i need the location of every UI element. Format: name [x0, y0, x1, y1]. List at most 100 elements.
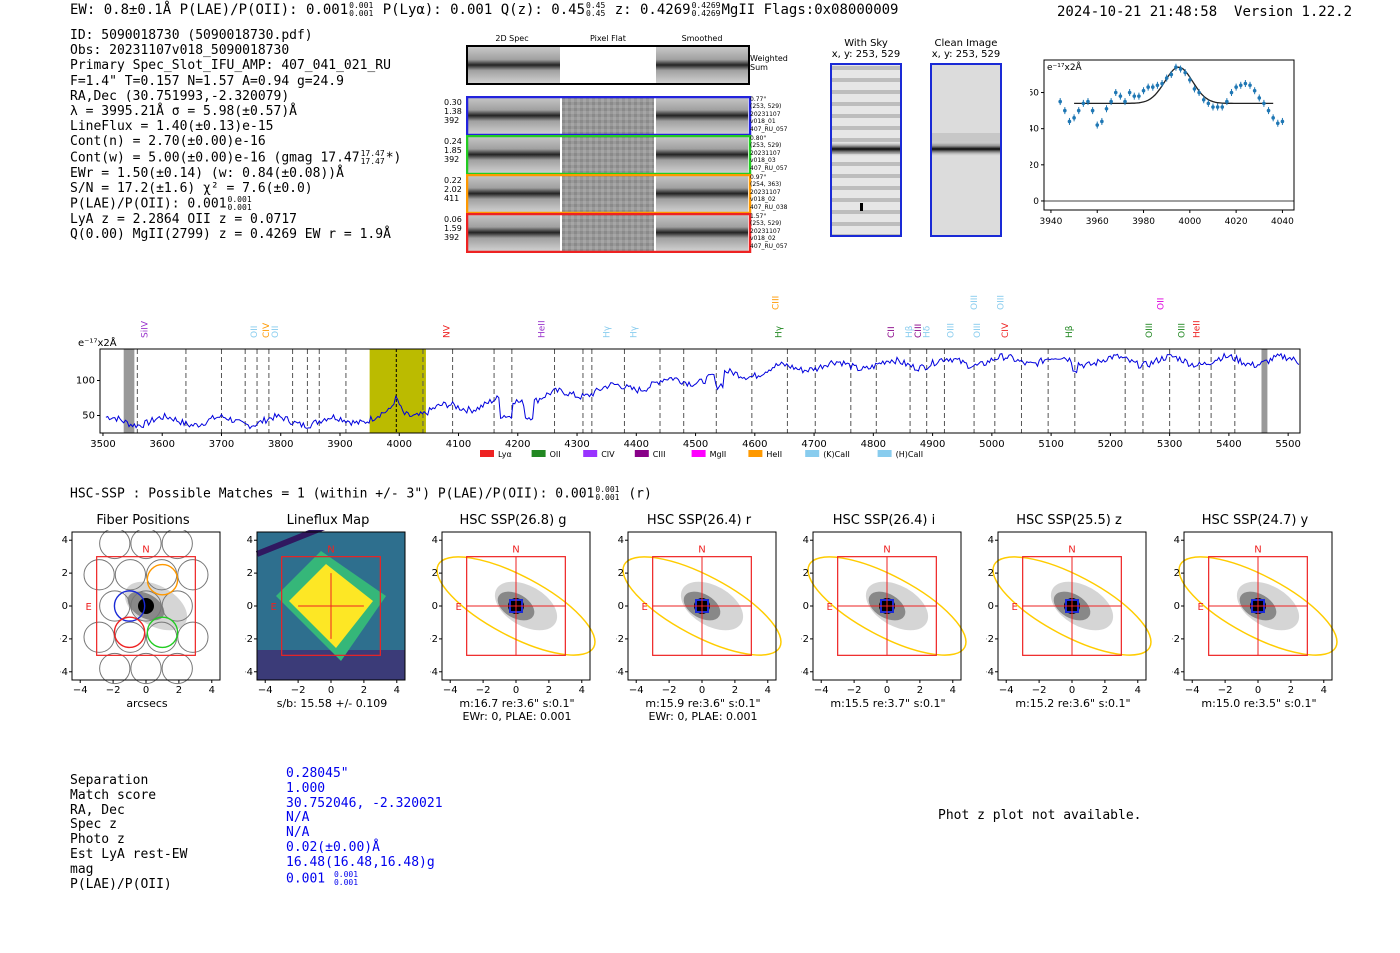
imaging-panel-hsc: N E −4 −4 −2 −2 0 0 2 2 4 4 [1172, 531, 1338, 695]
search-box [1022, 556, 1122, 656]
panel-y-tick-label: 4 [988, 535, 994, 546]
panel-y-tick-label: −4 [801, 667, 809, 678]
fiber-circle [130, 652, 162, 685]
cutout-row-stats: 0.06 1.59 392 [444, 215, 462, 242]
version: Version 1.22.2 [1234, 4, 1353, 20]
zoom-data-point [1095, 123, 1100, 127]
fiber-circle [161, 530, 193, 560]
spectrum-trace [105, 352, 1300, 430]
spectrum-line-label: SiIV [140, 320, 150, 338]
panel-x-tick-label: 2 [1102, 685, 1108, 695]
spectrum-unit-label: e⁻¹⁷x2Å [78, 336, 117, 349]
spectrum-legend-swatch [805, 450, 820, 457]
north-label: N [327, 545, 334, 556]
zoom-x-tick-label: 4000 [1178, 217, 1201, 227]
spectrum-x-tick-label: 5500 [1275, 439, 1300, 450]
spectrum-line-label: CIII [914, 324, 924, 338]
zoom-data-point [1234, 85, 1238, 89]
imaging-panel-hsc: N E −4 −4 −2 −2 0 0 2 2 4 4 [616, 531, 782, 695]
zoom-data-point [1238, 83, 1243, 88]
panel-y-tick-label: 2 [618, 568, 624, 579]
cutout-pixel-flat [562, 136, 654, 173]
spectrum-line-label: OIII [997, 295, 1007, 310]
fiber-circle-2 [146, 616, 179, 649]
panel-y-tick-label: 0 [432, 601, 438, 612]
spectrum-x-tick-label: 3600 [149, 439, 174, 450]
info-radec: RA,Dec (30.751993,-2.320079) [70, 88, 290, 104]
header-flags: MgII Flags:0x08000009 [721, 2, 899, 18]
spectrum-x-tick-label: 4500 [683, 439, 708, 450]
panel-x-tick-label: 0 [884, 685, 890, 695]
spectrum-x-tick-label: 5200 [1098, 439, 1123, 450]
zoom-y-tick-label: 20 [1030, 161, 1039, 171]
fiber-circle [99, 530, 131, 560]
north-label: N [883, 545, 890, 556]
panel-x-tick-label: 2 [176, 685, 182, 695]
cutout-col-title: Smoothed [681, 34, 723, 43]
zoom-data-point [1169, 72, 1174, 77]
info-contn: Cont(n) = 2.70(±0.00)e-16 [70, 134, 266, 150]
cutout-pixel-flat [562, 214, 654, 251]
imaging-panel-flux: N E −4 −4 −2 −2 0 0 2 2 4 4 [245, 530, 406, 695]
zoom-data-point [1146, 85, 1150, 89]
panel-x-tick-label: 2 [732, 685, 738, 695]
spectrum-line-label: OIII [1145, 323, 1155, 338]
fiber-circle-4 [113, 616, 146, 649]
panel-y-tick-label: −4 [616, 667, 624, 678]
panel-y-tick-label: −4 [60, 667, 68, 678]
match-label: Separation [70, 773, 149, 788]
weighted-sum-row [466, 45, 750, 85]
fiber-circle [130, 590, 162, 622]
cutout-row-stats: 0.22 2.02 411 [444, 176, 462, 203]
panel-x-tick-label: 2 [361, 685, 367, 695]
spectrum-x-tick-label: 4300 [564, 439, 589, 450]
east-label: E [1012, 602, 1018, 613]
panel-x-tick-label: 0 [513, 685, 519, 695]
panel-y-tick-label: −2 [616, 634, 624, 645]
fiber-circle [83, 559, 115, 591]
match-value: N/A [286, 825, 310, 841]
cutout-row-stats: 0.30 1.38 392 [444, 98, 462, 125]
panel-caption: m:15.5 re:3.7" s:0.1" [830, 697, 946, 710]
spectrum-line-label: Hγ [603, 325, 613, 338]
zoom-data-point [1063, 108, 1067, 113]
spectrum-line-label: CIV [262, 322, 272, 338]
spectrum-legend-label: MgII [710, 450, 727, 459]
panel-y-tick-label: 4 [62, 535, 68, 546]
cutout-smoothed [656, 214, 748, 251]
panel-y-tick-label: −4 [245, 667, 253, 678]
match-label: mag [70, 861, 94, 877]
info-q: Q(0.00) MgII(2799) z = 0.4269 EW r = 1.9… [70, 227, 391, 243]
match-value: 0.28045" [286, 766, 349, 781]
match-label: Spec z [70, 817, 117, 833]
east-label: E [271, 602, 277, 613]
info-lambda: λ = 3995.21Å σ = 5.98(±0.57)Å [70, 104, 297, 120]
cutout-row-meta: 0.77" (253, 529) 20231107 v018_01 407_RU_057 [750, 96, 788, 133]
zoom-data-point [1225, 99, 1229, 104]
aperture-ellipse [807, 556, 967, 656]
spectrum-x-tick-label: 4700 [801, 439, 826, 450]
zoom-data-point [1266, 108, 1271, 113]
zoom-data-point [1257, 96, 1262, 100]
spectrum-legend-swatch [583, 450, 598, 457]
zoom-y-tick-label: 60 [1030, 89, 1039, 99]
aperture-ellipse [1178, 556, 1338, 656]
panel-x-tick-label: −2 [1032, 685, 1047, 695]
panel-x-tick-label: 4 [1321, 685, 1327, 695]
panel-title: HSC SSP(26.4) i [832, 513, 936, 528]
fiber-circle-primary [113, 590, 146, 622]
match-value: 0.02(±0.00)Å [286, 839, 380, 855]
zoom-data-point [1280, 119, 1285, 124]
cutout-row-images [466, 96, 752, 136]
panel-x-tick-label: −4 [999, 685, 1014, 695]
panel-x-tick-label: 4 [579, 685, 585, 695]
zoom-data-point [1155, 83, 1160, 88]
panel-y-tick-label: 2 [432, 568, 438, 579]
panel-title: HSC SSP(25.5) z [1016, 513, 1122, 528]
spectrum-legend-swatch [877, 450, 892, 457]
panel-x-tick-label: 0 [1069, 685, 1075, 695]
panel-y-tick-label: 2 [1174, 568, 1180, 579]
spectrum-x-tick-label: 3700 [209, 439, 234, 450]
panel-y-tick-label: 4 [618, 535, 624, 546]
info-primary: Primary Spec_Slot_IFU_AMP: 407_041_021_R… [70, 58, 391, 74]
